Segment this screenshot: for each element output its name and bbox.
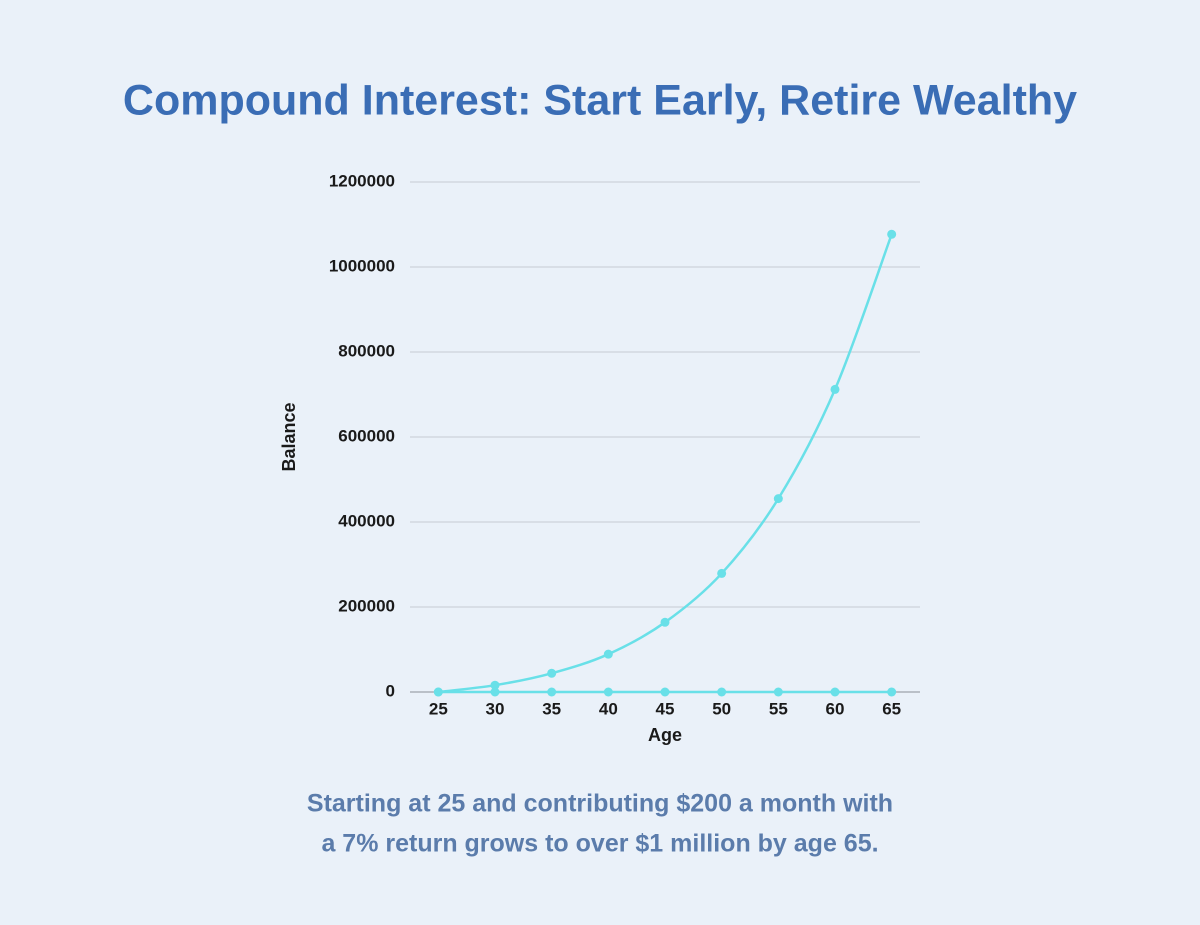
y-tick-label: 0 — [386, 681, 395, 700]
data-point — [547, 687, 557, 697]
x-tick-label: 30 — [486, 699, 505, 718]
plot-area — [433, 229, 897, 697]
data-point — [660, 687, 670, 697]
y-tick-label: 200000 — [338, 596, 395, 615]
x-tick-label: 25 — [429, 699, 448, 718]
caption: Starting at 25 and contributing $200 a m… — [307, 790, 893, 818]
data-point — [717, 568, 727, 578]
data-point — [603, 687, 613, 697]
data-point — [887, 229, 897, 239]
data-point — [660, 617, 670, 627]
x-tick-label: 45 — [656, 699, 675, 718]
data-point — [433, 687, 443, 697]
x-tick-label: 60 — [826, 699, 845, 718]
data-point — [490, 680, 500, 690]
x-tick-label: 65 — [882, 699, 901, 718]
y-tick-label: 1000000 — [329, 256, 395, 275]
y-tick-label: 800000 — [338, 341, 395, 360]
data-point — [773, 687, 783, 697]
data-point — [830, 384, 840, 394]
x-tick-label: 50 — [712, 699, 731, 718]
data-point — [887, 687, 897, 697]
y-axis-label: Balance — [279, 402, 299, 471]
data-point — [717, 687, 727, 697]
data-point — [547, 668, 557, 678]
x-tick-label: 55 — [769, 699, 788, 718]
data-point — [603, 649, 613, 659]
x-tick-label: 40 — [599, 699, 618, 718]
data-point — [830, 687, 840, 697]
data-point — [490, 687, 500, 697]
y-tick-label: 600000 — [338, 426, 395, 445]
data-point — [773, 494, 783, 504]
x-axis-label: Age — [648, 725, 682, 745]
x-tick-label: 35 — [542, 699, 561, 718]
caption: a 7% return grows to over $1 million by … — [321, 830, 878, 858]
chart-title: Compound Interest: Start Early, Retire W… — [123, 76, 1077, 124]
y-tick-label: 400000 — [338, 511, 395, 530]
y-tick-label: 1200000 — [329, 171, 395, 190]
